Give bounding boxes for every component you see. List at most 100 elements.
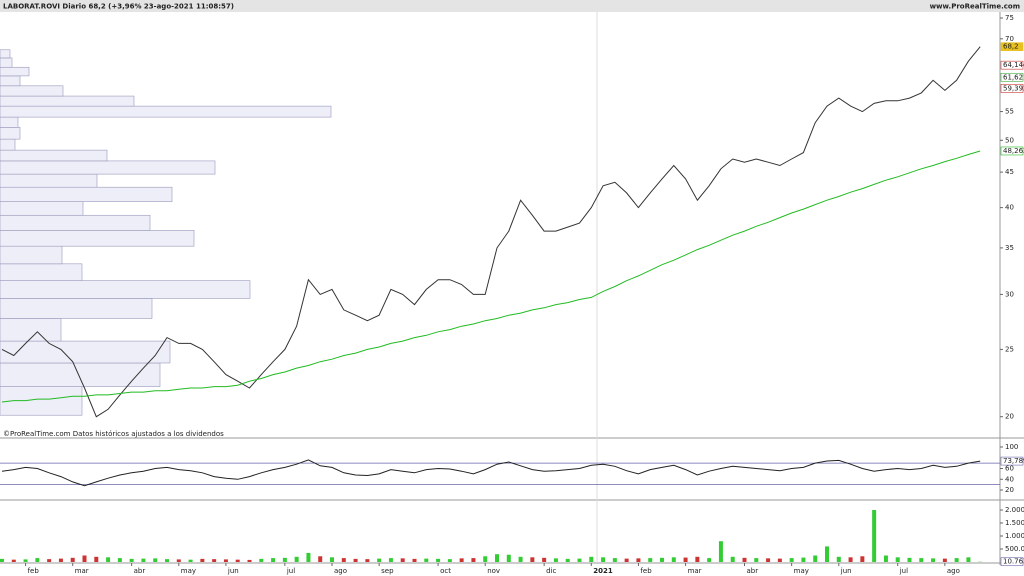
x-tick-label: dic bbox=[546, 567, 556, 575]
y-tick-label: 40 bbox=[1005, 204, 1014, 212]
profile-bar bbox=[0, 57, 13, 68]
volume-bar bbox=[777, 558, 782, 562]
y-tick-label: 75 bbox=[1005, 14, 1014, 22]
y-tick-label: 40 bbox=[1005, 475, 1014, 483]
price-label: 48,263 bbox=[1003, 147, 1024, 155]
y-tick-label: 1.500k bbox=[1005, 519, 1024, 527]
last-label: 73,789 bbox=[1003, 457, 1024, 465]
volume-bar bbox=[954, 558, 959, 562]
x-tick-label: sep bbox=[381, 567, 394, 575]
volume-bar bbox=[624, 558, 629, 562]
y-tick-label: 500.000 bbox=[1005, 545, 1024, 553]
price-label-box bbox=[1000, 146, 1024, 156]
volume-bar bbox=[471, 558, 476, 562]
volume-bar bbox=[671, 557, 676, 562]
x-tick-label: feb bbox=[640, 567, 652, 575]
line bbox=[1, 46, 981, 418]
volume-bar bbox=[919, 558, 924, 562]
volume-bar bbox=[907, 557, 912, 562]
volume-bar bbox=[400, 558, 405, 562]
volume-bar bbox=[412, 558, 417, 562]
y-tick-label: 60 bbox=[1005, 465, 1014, 473]
volume-bar bbox=[483, 556, 488, 562]
profile-bar bbox=[0, 116, 19, 128]
volume-bar bbox=[707, 558, 712, 562]
volume-bar bbox=[660, 557, 664, 562]
price-label: 68,2 bbox=[1003, 43, 1019, 51]
price-label-box bbox=[1000, 60, 1024, 70]
price-label-box bbox=[1000, 72, 1024, 82]
volume-bar bbox=[495, 554, 499, 562]
volume-bar bbox=[518, 556, 523, 562]
volume-bar bbox=[565, 558, 570, 562]
source: www.ProRealTime.com bbox=[930, 3, 1020, 11]
volume-bar bbox=[94, 556, 99, 562]
y-tick-label: 45 bbox=[1005, 168, 1014, 176]
volume-bar bbox=[966, 557, 971, 562]
volume-bar bbox=[424, 558, 429, 562]
price-label-box bbox=[1000, 84, 1024, 93]
profile-bar bbox=[0, 105, 332, 118]
x-tick-label: may bbox=[181, 567, 196, 575]
volume-bar bbox=[872, 510, 877, 562]
x-tick-label: jun bbox=[227, 567, 239, 575]
volume-bar bbox=[825, 546, 829, 562]
x-tick-label: mar bbox=[75, 567, 89, 575]
price-label: 59,392 bbox=[1003, 84, 1024, 92]
volume-bar bbox=[141, 558, 146, 562]
y-tick-label: 20 bbox=[1005, 486, 1014, 494]
volume-bar bbox=[341, 558, 346, 562]
chart-title: LABORAT.ROVI Diario 68,2 (+3,96% 23-ago-… bbox=[3, 3, 234, 11]
volume-bar bbox=[188, 559, 193, 562]
y-tick-label: 25 bbox=[1005, 345, 1014, 353]
profile-bar bbox=[0, 245, 63, 265]
volume-bar bbox=[931, 558, 936, 562]
volume-bar bbox=[730, 556, 735, 562]
line bbox=[1, 150, 981, 403]
profile-bar bbox=[0, 138, 16, 151]
volume-bar bbox=[742, 557, 747, 562]
volume-bar bbox=[636, 558, 641, 562]
volume-bar bbox=[23, 559, 28, 562]
volume-bar bbox=[377, 558, 382, 562]
price-label-box bbox=[1000, 42, 1024, 51]
volume-bar bbox=[129, 558, 134, 562]
profile-bar bbox=[0, 75, 21, 87]
volume-bar bbox=[436, 558, 441, 562]
volume-bar bbox=[353, 558, 358, 562]
x-tick-label: 2021 bbox=[593, 567, 613, 575]
profile-bar bbox=[0, 318, 62, 342]
volume-bar bbox=[789, 558, 794, 562]
x-tick-label: oct bbox=[440, 567, 451, 575]
volume-bar bbox=[589, 556, 594, 562]
last-label-box bbox=[1000, 456, 1024, 466]
volume-bar bbox=[447, 559, 452, 562]
last-label-box bbox=[1000, 557, 1024, 567]
header-bar bbox=[0, 0, 1024, 12]
volume-bar bbox=[212, 559, 217, 562]
profile-bar bbox=[0, 340, 171, 364]
volume-bar bbox=[58, 558, 63, 562]
x-tick-label: mar bbox=[688, 567, 702, 575]
volume-bar bbox=[176, 559, 181, 562]
y-tick-label: 1.000k bbox=[1005, 532, 1024, 540]
volume-bar bbox=[895, 557, 900, 562]
profile-bar bbox=[0, 214, 151, 231]
profile-bar bbox=[0, 186, 173, 202]
footnote: ©ProRealTime.com Datos históricos ajusta… bbox=[3, 430, 224, 438]
volume-bar bbox=[883, 555, 888, 562]
y-tick-label: 55 bbox=[1005, 108, 1014, 116]
x-tick-label: abr bbox=[747, 567, 759, 575]
volume-bar bbox=[766, 558, 771, 562]
volume-bar bbox=[259, 558, 264, 562]
volume-bar bbox=[153, 558, 158, 562]
y-tick-label: 2.000k bbox=[1005, 506, 1024, 514]
volume-bar bbox=[695, 556, 700, 562]
volume-bar bbox=[117, 558, 122, 562]
y-tick-label: 20 bbox=[1005, 413, 1014, 421]
profile-bar bbox=[0, 149, 108, 162]
volume-bar bbox=[11, 559, 16, 562]
volume-bar bbox=[388, 558, 393, 562]
volume-bar bbox=[82, 555, 87, 562]
